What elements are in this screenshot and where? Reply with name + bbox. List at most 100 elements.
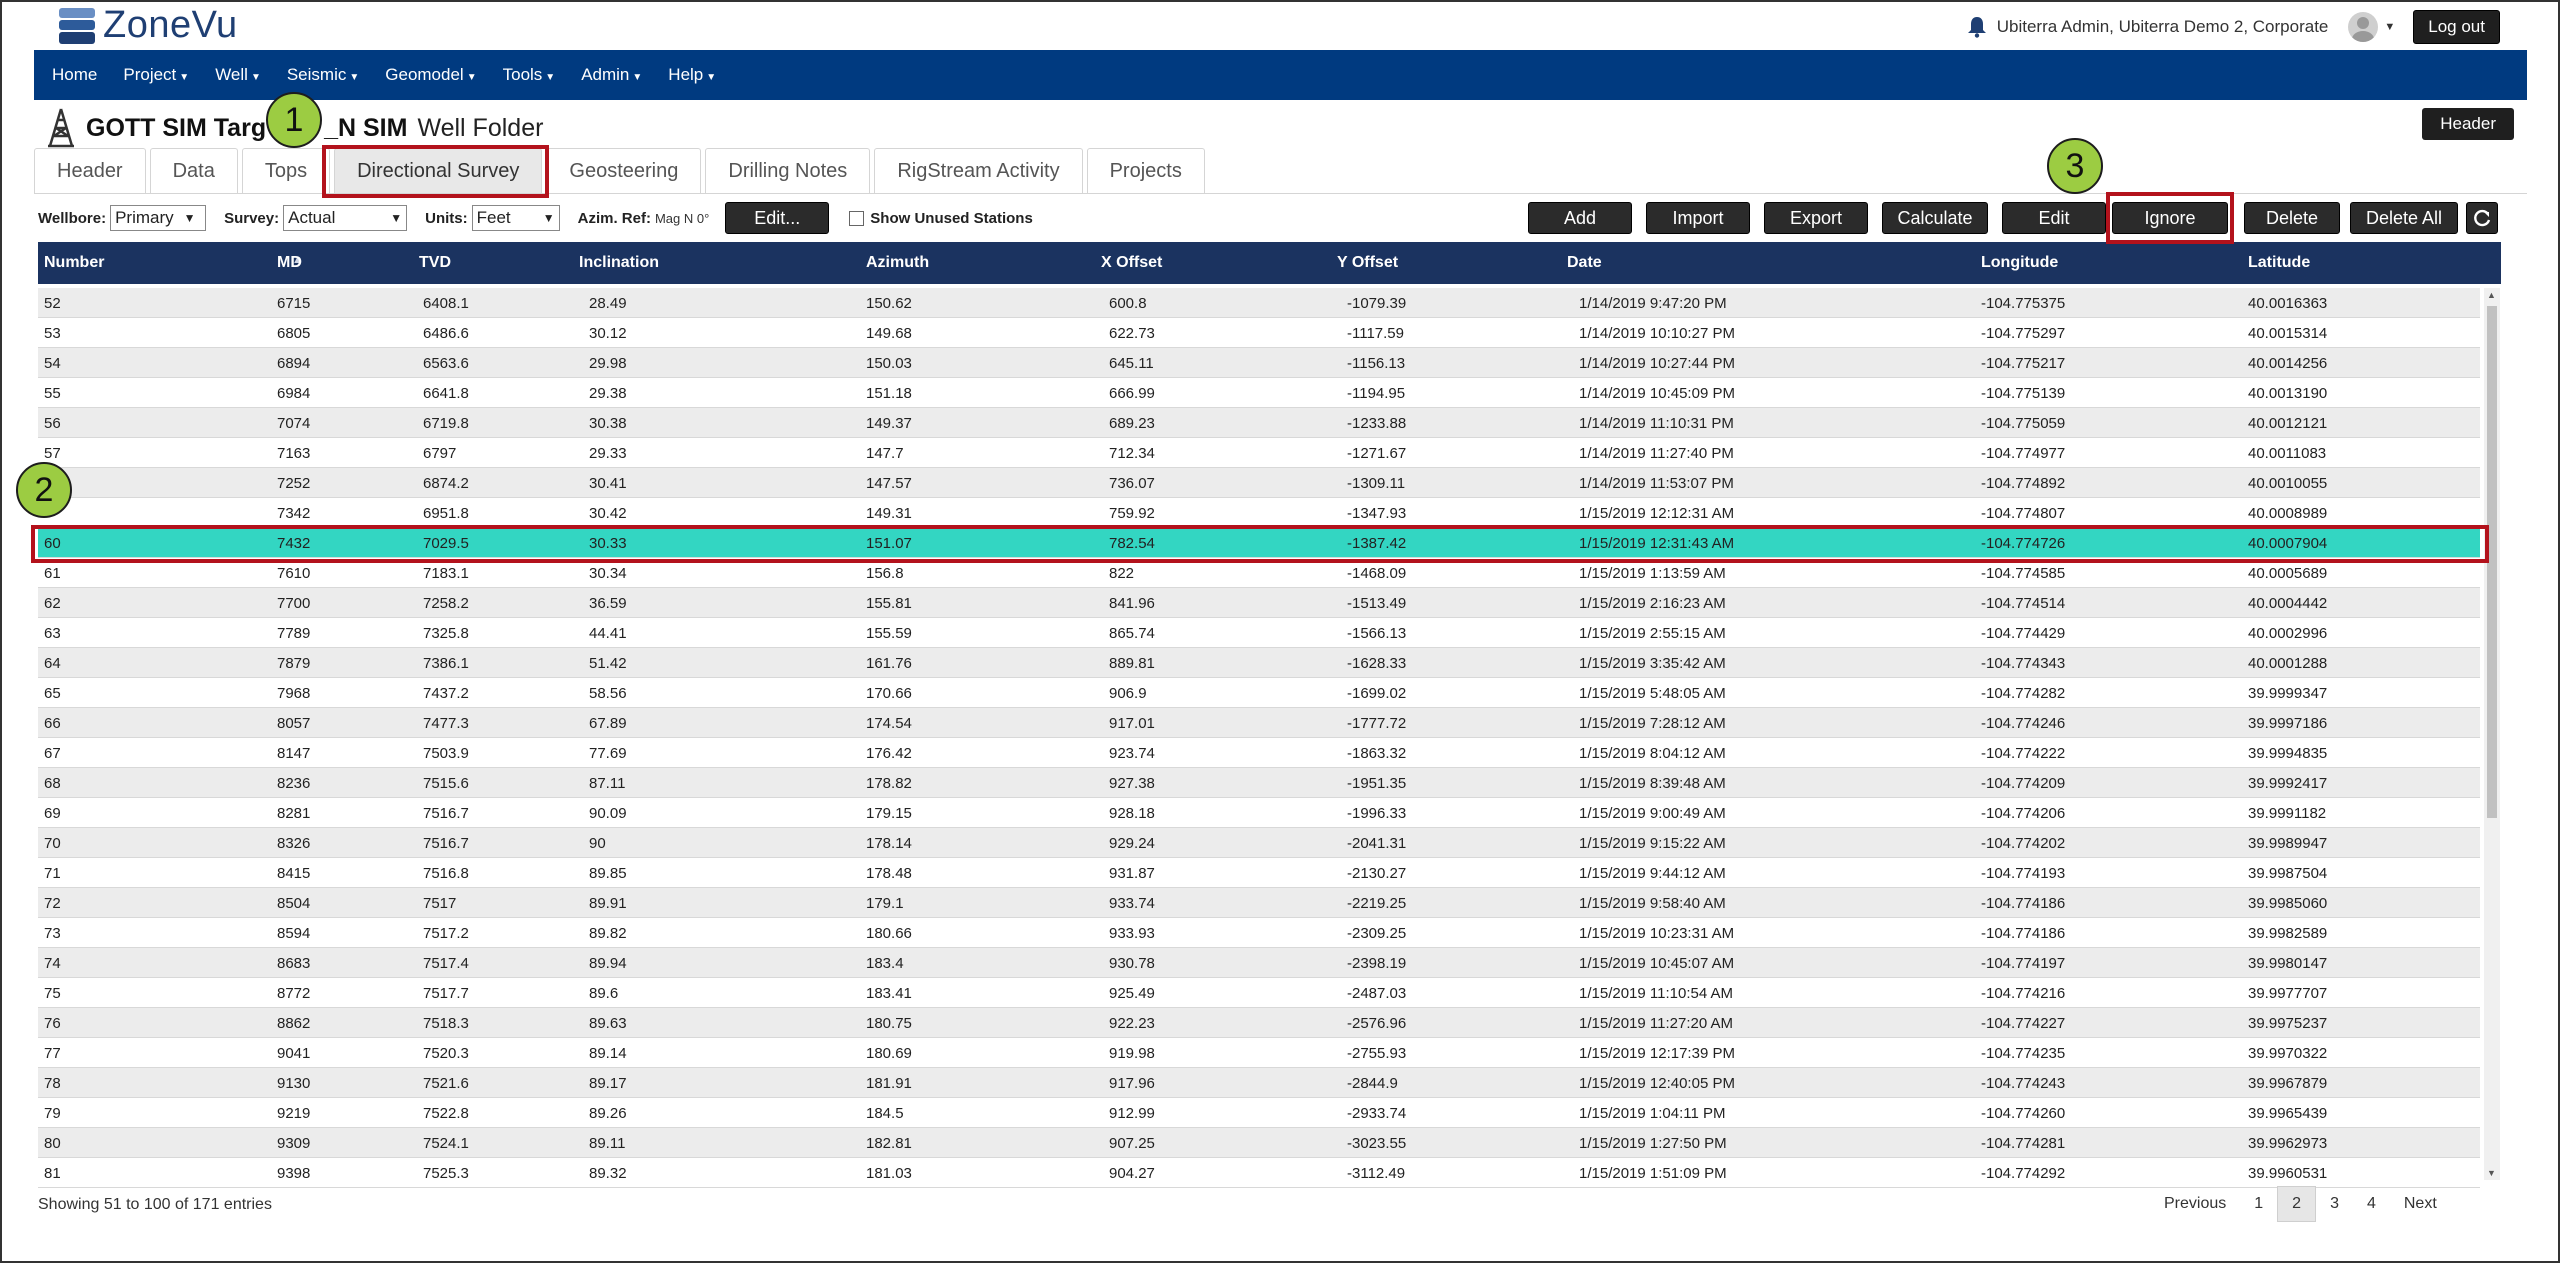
column-header-inclination[interactable]: Inclination <box>579 254 659 271</box>
table-row[interactable]: 74 8683 7517.4 89.94 183.4 930.78 -2398.19 1/15… <box>38 948 2480 978</box>
column-header-longitude[interactable]: Longitude <box>1981 254 2059 271</box>
cell-x-offset: 600.8 <box>1109 295 1147 312</box>
table-row-selected[interactable]: 60 7432 7029.5 30.33 151.07 782.54 -1387.42 1/1… <box>38 528 2480 558</box>
import-button[interactable]: Import <box>1646 202 1750 234</box>
page-3[interactable]: 3 <box>2330 1195 2339 1212</box>
table-row[interactable]: 54 6894 6563.6 29.98 150.03 645.11 -1156.13 1/1… <box>38 348 2480 378</box>
wellbore-select[interactable]: Primary ▼ <box>110 205 207 231</box>
column-header-y-offset[interactable]: Y Offset <box>1337 254 1399 271</box>
table-row[interactable]: 66 8057 7477.3 67.89 174.54 917.01 -1777.72 1/1… <box>38 708 2480 738</box>
cell-inclination: 87.11 <box>589 775 626 792</box>
cell-number: 70 <box>44 835 61 852</box>
table-scrollbar[interactable]: ▲ ▼ <box>2484 288 2500 1180</box>
table-row[interactable]: 65 7968 7437.2 58.56 170.66 906.9 -1699.02 1/15… <box>38 678 2480 708</box>
nav-item-help[interactable]: Help ▼ <box>668 65 716 85</box>
nav-item-admin[interactable]: Admin ▼ <box>581 65 642 85</box>
app-logo[interactable]: ZoneVu <box>55 4 238 47</box>
table-row[interactable]: 55 6984 6641.8 29.38 151.18 666.99 -1194.95 1/1… <box>38 378 2480 408</box>
nav-item-tools[interactable]: Tools ▼ <box>503 65 556 85</box>
table-row[interactable]: 69 8281 7516.7 90.09 179.15 928.18 -1996.33 1/1… <box>38 798 2480 828</box>
tab-geosteering[interactable]: Geosteering <box>546 148 702 194</box>
table-row[interactable]: 81 9398 7525.3 89.32 181.03 904.27 -3112.49 1/1… <box>38 1158 2480 1188</box>
cell-md: 8594 <box>277 925 311 942</box>
cell-longitude: -104.774216 <box>1981 985 2066 1002</box>
nav-item-well[interactable]: Well ▼ <box>215 65 261 85</box>
table-row[interactable]: 76 8862 7518.3 89.63 180.75 922.23 -2576.96 1/1… <box>38 1008 2480 1038</box>
tab-directional-survey[interactable]: Directional Survey <box>334 148 543 194</box>
nav-item-project[interactable]: Project ▼ <box>123 65 189 85</box>
table-row[interactable]: 77 9041 7520.3 89.14 180.69 919.98 -2755.93 1/1… <box>38 1038 2480 1068</box>
table-row[interactable]: 56 7074 6719.8 30.38 149.37 689.23 -1233.88 1/1… <box>38 408 2480 438</box>
tab-header[interactable]: Header <box>34 148 146 194</box>
tab-drilling-notes[interactable]: Drilling Notes <box>705 148 871 194</box>
column-header-md[interactable]: MD <box>277 254 302 271</box>
show-unused-checkbox[interactable] <box>849 210 865 226</box>
cell-md: 9309 <box>277 1135 311 1152</box>
table-row[interactable]: 79 9219 7522.8 89.26 184.5 912.99 -2933.74 1/15… <box>38 1098 2480 1128</box>
column-header-tvd[interactable]: TVD <box>419 254 451 271</box>
edit-button[interactable]: Edit <box>2002 202 2106 234</box>
column-header-azimuth[interactable]: Azimuth <box>866 254 930 271</box>
table-row[interactable]: 68 8236 7515.6 87.11 178.82 927.38 -1951.35 1/1… <box>38 768 2480 798</box>
table-row[interactable]: 67 8147 7503.9 77.69 176.42 923.74 -1863.32 1/1… <box>38 738 2480 768</box>
add-button[interactable]: Add <box>1528 202 1632 234</box>
azim-ref-label: Azim. Ref: <box>577 209 651 227</box>
page-2[interactable]: 2 <box>2277 1186 2317 1222</box>
nav-item-geomodel[interactable]: Geomodel ▼ <box>385 65 476 85</box>
tab-data[interactable]: Data <box>149 148 238 194</box>
table-row[interactable]: 75 8772 7517.7 89.6 183.41 925.49 -2487.03 1/15… <box>38 978 2480 1008</box>
tab-tops[interactable]: Tops <box>241 148 331 194</box>
table-row[interactable]: 64 7879 7386.1 51.42 161.76 889.81 -1628.33 1/1… <box>38 648 2480 678</box>
nav-item-seismic[interactable]: Seismic ▼ <box>287 65 359 85</box>
table-row[interactable]: 52 6715 6408.1 28.49 150.62 600.8 -1079.39 1/14… <box>38 288 2480 318</box>
ignore-button[interactable]: Ignore <box>2112 202 2228 234</box>
table-row[interactable]: 71 8415 7516.8 89.85 178.48 931.87 -2130.27 1/1… <box>38 858 2480 888</box>
cell-x-offset: 928.18 <box>1109 805 1155 822</box>
table-row[interactable]: 7252 6874.2 30.41 147.57 736.07 -1309.11 1/14/… <box>38 468 2480 498</box>
scroll-up-icon[interactable]: ▲ <box>2487 290 2496 300</box>
user-avatar-icon[interactable] <box>2348 12 2379 42</box>
table-row[interactable]: 61 7610 7183.1 30.34 156.8 822 -1468.09 1/15/20… <box>38 558 2480 588</box>
tab-rigstream-activity[interactable]: RigStream Activity <box>874 148 1083 194</box>
cell-tvd: 7521.6 <box>423 1075 469 1092</box>
refresh-button[interactable] <box>2466 202 2498 234</box>
nav-item-home[interactable]: Home <box>52 65 97 85</box>
delete-button[interactable]: Delete <box>2244 202 2340 234</box>
table-row[interactable]: 7342 6951.8 30.42 149.31 759.92 -1347.93 1/15/… <box>38 498 2480 528</box>
page-next[interactable]: Next <box>2403 1195 2437 1212</box>
scrollbar-thumb[interactable] <box>2487 306 2497 818</box>
bell-icon[interactable] <box>1967 16 1987 38</box>
column-header-date[interactable]: Date <box>1567 254 1602 271</box>
survey-select[interactable]: Actual ▼ <box>283 205 408 231</box>
scroll-down-icon[interactable]: ▼ <box>2487 1168 2496 1178</box>
export-button[interactable]: Export <box>1764 202 1868 234</box>
table-row[interactable]: 78 9130 7521.6 89.17 181.91 917.96 -2844.9 1/15… <box>38 1068 2480 1098</box>
table-row[interactable]: 70 8326 7516.7 90 178.14 929.24 -2041.31 1/15/2… <box>38 828 2480 858</box>
sort-ascending-icon[interactable]: ▲ <box>292 254 303 266</box>
logout-button[interactable]: Log out <box>2413 10 2500 44</box>
table-row[interactable]: 57 7163 6797 29.33 147.7 712.34 -1271.67 1/14/2… <box>38 438 2480 468</box>
column-header-x-offset[interactable]: X Offset <box>1101 254 1163 271</box>
cell-md: 9219 <box>277 1105 311 1122</box>
user-menu-caret-icon[interactable]: ▼ <box>2384 21 2396 33</box>
table-row[interactable]: 62 7700 7258.2 36.59 155.81 841.96 -1513.49 1/1… <box>38 588 2480 618</box>
delete-all-button[interactable]: Delete All <box>2350 202 2458 234</box>
page-1[interactable]: 1 <box>2254 1195 2264 1212</box>
table-row[interactable]: 80 9309 7524.1 89.11 182.81 907.25 -3023.55 1/1… <box>38 1128 2480 1158</box>
header-button[interactable]: Header <box>2422 108 2514 140</box>
page-previous[interactable]: Previous <box>2164 1195 2227 1212</box>
calculate-button[interactable]: Calculate <box>1882 202 1988 234</box>
cell-inclination: 89.6 <box>589 985 619 1002</box>
table-row[interactable]: 53 6805 6486.6 30.12 149.68 622.73 -1117.59 1/1… <box>38 318 2480 348</box>
column-header-latitude[interactable]: Latitude <box>2248 254 2311 271</box>
tab-projects[interactable]: Projects <box>1086 148 1205 194</box>
table-row[interactable]: 63 7789 7325.8 44.41 155.59 865.74 -1566.13 1/1… <box>38 618 2480 648</box>
page-4[interactable]: 4 <box>2366 1195 2376 1212</box>
units-select[interactable]: Feet ▼ <box>471 205 560 231</box>
cell-tvd: 7516.7 <box>423 805 469 822</box>
table-row[interactable]: 73 8594 7517.2 89.82 180.66 933.93 -2309.25 1/1… <box>38 918 2480 948</box>
edit-azim-button[interactable]: Edit... <box>725 202 830 234</box>
column-header-number[interactable]: Number <box>44 254 105 271</box>
table-row[interactable]: 72 8504 7517 89.91 179.1 933.74 -2219.25 1/15/2… <box>38 888 2480 918</box>
cell-x-offset: 923.74 <box>1109 745 1155 762</box>
